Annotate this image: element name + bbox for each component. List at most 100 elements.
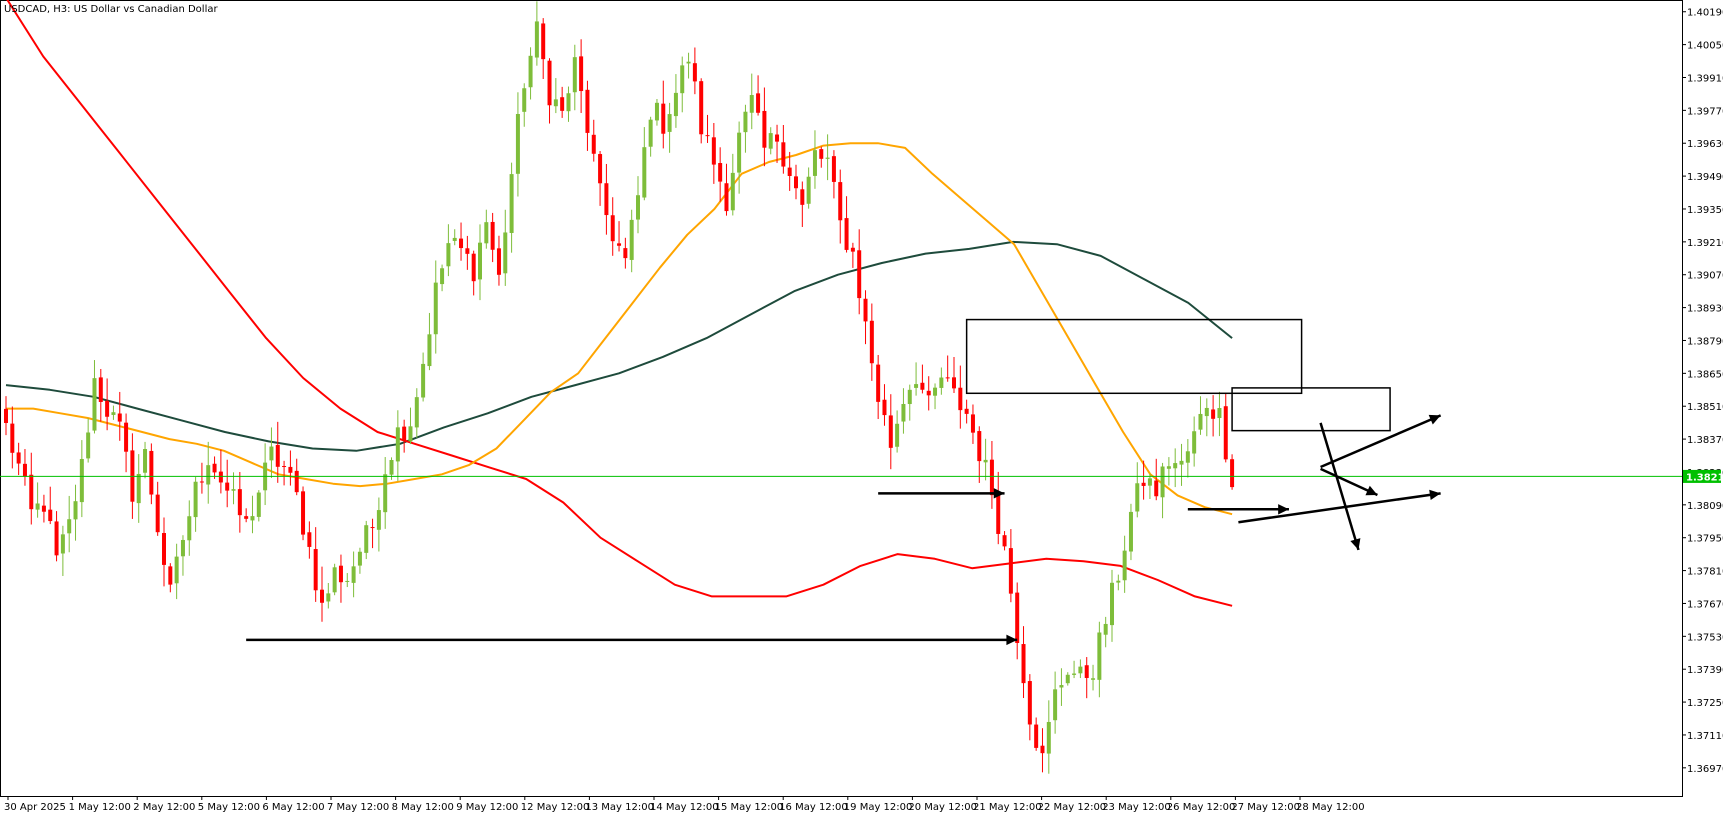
candle-bull: [825, 157, 830, 159]
x-tick-label: 7 May 12:00: [327, 802, 389, 813]
candle-bear: [863, 298, 868, 322]
candle-bull: [509, 174, 514, 233]
candle-bull: [231, 489, 236, 491]
candle-bear: [585, 89, 590, 133]
candle-bear: [124, 422, 129, 452]
candle-bull: [1091, 678, 1096, 680]
candle-bull: [553, 99, 558, 107]
y-tick-label: 1.39770: [1687, 106, 1723, 117]
candle-bull: [648, 119, 653, 147]
x-tick-label: 16 May 12:00: [779, 802, 848, 813]
zone-box: [1231, 387, 1391, 432]
y-tick-label: 1.37810: [1687, 567, 1723, 578]
candle-bear: [1021, 644, 1026, 684]
candle-bull: [680, 65, 685, 94]
candle-bull: [433, 282, 438, 335]
arrow-head: [1428, 414, 1441, 425]
y-tick-label: 1.40050: [1687, 41, 1723, 52]
y-tick-label: 1.39910: [1687, 73, 1723, 84]
candle-bear: [705, 135, 710, 137]
candle-bear: [787, 167, 792, 176]
candle-bull: [414, 397, 419, 428]
candle-bear: [996, 492, 1001, 534]
candle-bear: [977, 431, 982, 462]
chart-title: USDCAD, H3: US Dollar vs Canadian Dollar: [4, 4, 218, 15]
arrow-head: [1278, 504, 1289, 515]
candle-bull: [1065, 674, 1070, 684]
candle-bull: [1192, 431, 1197, 454]
x-tick-label: 2 May 12:00: [133, 802, 195, 813]
candle-bear: [162, 533, 166, 565]
x-tick-label: 23 May 12:00: [1102, 802, 1171, 813]
candle-bull: [914, 384, 919, 388]
candle-bear: [22, 463, 27, 477]
time-axis[interactable]: 30 Apr 2025 1 May 12:00 2 May 12:00 5 May 1…: [4, 796, 1365, 813]
candle-bear: [775, 134, 780, 142]
candle-bull: [269, 446, 274, 461]
candle-bull: [1166, 466, 1171, 469]
candle-bull: [345, 580, 350, 582]
candle-bear: [301, 491, 306, 535]
candle-bear: [617, 243, 622, 246]
candle-bear: [41, 505, 46, 512]
candle-bear: [1008, 548, 1013, 594]
candle-bear: [610, 215, 615, 242]
candle-bull: [515, 113, 520, 174]
candle-bull: [206, 465, 211, 485]
candle-bear: [155, 494, 160, 533]
arrow-head: [1350, 538, 1361, 550]
x-tick-label: 6 May 12:00: [262, 802, 324, 813]
current-price-label: 1.38211: [1686, 472, 1723, 483]
candle-bull: [326, 593, 331, 602]
candle-bear: [1141, 482, 1146, 486]
candle-bull: [395, 427, 400, 462]
candle-bear: [1002, 535, 1007, 547]
x-tick-label: 8 May 12:00: [392, 802, 454, 813]
zone-box: [965, 318, 1303, 395]
price-axis[interactable]: 1.40190 1.40050 1.39910 1.39770 1.39630 1.394…: [1682, 8, 1723, 775]
candle-bull: [667, 114, 672, 132]
candle-bear: [1084, 665, 1089, 678]
y-tick-label: 1.40190: [1687, 8, 1723, 19]
arrow-head: [993, 488, 1005, 499]
candle-bull: [143, 449, 148, 473]
candle-bull: [332, 567, 337, 593]
candle-bear: [288, 466, 293, 473]
candle-bull: [503, 232, 508, 274]
y-tick-label: 1.39630: [1687, 139, 1723, 150]
candle-bear: [591, 134, 596, 154]
y-tick-label: 1.36970: [1687, 764, 1723, 775]
candle-bull: [92, 378, 97, 431]
candle-bull: [673, 92, 678, 117]
candle-bear: [1211, 409, 1216, 419]
candle-bull: [421, 363, 426, 398]
y-tick-label: 1.38930: [1687, 304, 1723, 315]
candle-bull: [1122, 550, 1127, 581]
candle-bull: [446, 243, 451, 267]
candle-bear: [149, 450, 154, 495]
candle-bear: [237, 489, 242, 516]
candle-bear: [794, 176, 798, 189]
y-tick-label: 1.38650: [1687, 369, 1723, 380]
candle-bull: [629, 219, 634, 260]
candle-bull: [636, 195, 640, 220]
candle-bear: [819, 149, 824, 159]
candle-bear: [98, 377, 103, 402]
candle-bull: [901, 403, 906, 422]
candle-bear: [218, 471, 223, 483]
y-tick-label: 1.37530: [1687, 632, 1723, 643]
candle-bull: [1072, 673, 1077, 675]
candle-bull: [895, 423, 900, 447]
candle-bear: [964, 408, 969, 414]
candle-bear: [465, 248, 470, 254]
candle-bear: [945, 377, 950, 379]
candle-bull: [389, 460, 394, 475]
arrow-head: [1429, 489, 1441, 501]
candle-bull: [1046, 721, 1051, 754]
candle-bear: [1034, 724, 1039, 748]
ma-fast-line: [6, 142, 1233, 516]
candle-bear: [459, 238, 464, 249]
candle-bear: [282, 466, 287, 468]
candle-bear: [579, 56, 584, 92]
